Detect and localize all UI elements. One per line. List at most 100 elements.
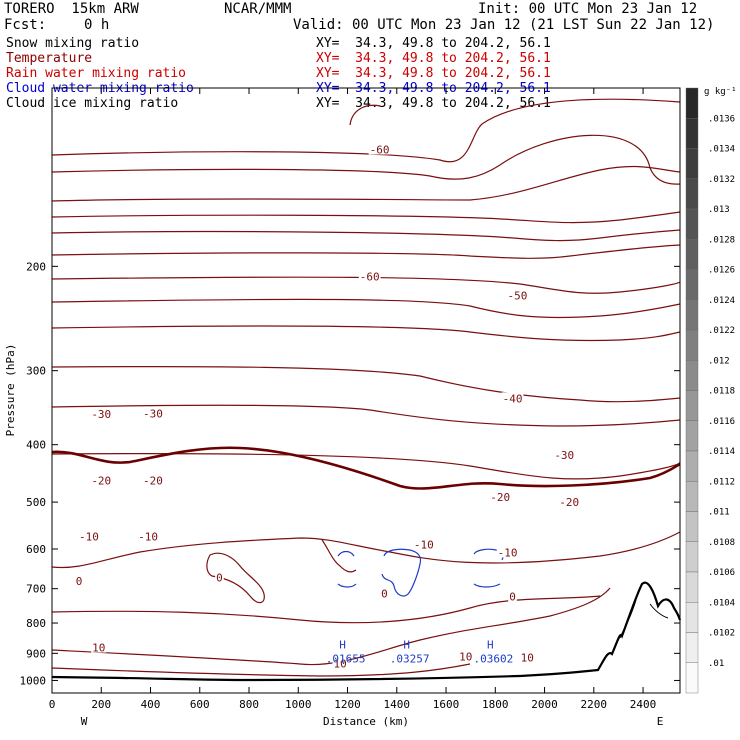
contour-label-bg (489, 490, 512, 502)
x-tick-label: 1800 (482, 698, 509, 711)
colorbar-segment (685, 148, 699, 179)
contour-label-bg (519, 651, 535, 663)
contour-label-bg (368, 143, 391, 155)
y-tick-label: 800 (26, 617, 46, 630)
colorbar-label: .0136 (708, 114, 735, 124)
temperature-contour-label: -10 (498, 546, 518, 559)
y-tick-label: 500 (26, 496, 46, 509)
field-xy-cloud-ice: XY= 34.3, 49.8 to 204.2, 56.1 (316, 96, 551, 111)
temperature-contour-label: -60 (370, 143, 390, 156)
temperature-contour-label: 10 (92, 642, 105, 655)
colorbar-segment (685, 239, 699, 270)
field-label-cloud-ice: Cloud ice mixing ratio (6, 96, 179, 111)
plot-frame (51, 87, 681, 694)
colorbar-segment (685, 662, 699, 694)
x-tick-label: 0 (49, 698, 56, 711)
temperature-contour-labels: -60 -60 -50 -40 -30 -30 -30 -20 -20 -20 -20 -10 -10 -… (74, 143, 581, 671)
y-tick-label: 700 (26, 583, 46, 596)
colorbar-segment (685, 571, 699, 603)
colorbar-unit: g kg⁻¹ (704, 87, 737, 97)
colorbar-label: .0126 (708, 266, 735, 276)
contour-label-bg (380, 587, 389, 599)
y-tick-label: 200 (26, 260, 46, 273)
colorbar-label: .013 (708, 205, 730, 215)
temperature-contour-label: -20 (490, 491, 510, 504)
cloud-water-max-marker: H (339, 639, 346, 652)
forecast-label: Fcst: (4, 17, 47, 33)
colorbar-segment (685, 390, 699, 421)
colorbar-segment (685, 269, 699, 300)
contour-label-bg (508, 590, 517, 602)
colorbar-segment (685, 481, 699, 512)
temperature-contour-label: -20 (143, 475, 163, 488)
contour-label-bg (91, 641, 107, 653)
temperature-contours (51, 98, 681, 677)
contour-label-bg (74, 574, 84, 586)
cloud-water-contours (337, 548, 504, 597)
temperature-contour-label: -50 (508, 290, 528, 303)
x-tick-label: 2200 (581, 698, 608, 711)
colorbar-label: .0114 (708, 447, 735, 457)
temperature-contour-label: -10 (138, 531, 158, 544)
colorbar-segment (685, 178, 699, 210)
contour-label-bg (215, 571, 224, 583)
contour-label-bg (506, 289, 529, 301)
contour-label-bg (90, 407, 113, 419)
colorbar-label: .0106 (708, 568, 735, 578)
colorbar-label: .0134 (708, 145, 735, 155)
colorbar-label: .0118 (708, 387, 735, 397)
cloud-water-max-value: .03257 (390, 653, 430, 666)
temperature-contour-label: -20 (559, 496, 579, 509)
colorbar-label: .0102 (708, 629, 735, 639)
colorbar-segment (685, 420, 699, 452)
contour-label-bg (90, 474, 113, 486)
field-xy-snow: XY= 34.3, 49.8 to 204.2, 56.1 (316, 36, 551, 51)
x-tick-label: 1600 (433, 698, 460, 711)
cloud-water-max-value: .01655 (326, 653, 366, 666)
temperature-contour-label: -40 (503, 392, 523, 405)
contour-label-bg (142, 407, 164, 419)
colorbar-label: .012 (708, 356, 730, 366)
contour-label-bg (501, 392, 524, 404)
colorbar-label: .0132 (708, 175, 735, 185)
temperature-contour-label: 10 (521, 651, 534, 664)
temperature-contour-label: 0 (509, 591, 516, 604)
center-title: NCAR/MMM (224, 1, 292, 17)
temperature-contour-label: 0 (381, 587, 388, 600)
temperature-contour-label: -30 (554, 449, 574, 462)
contour-label-bg (496, 546, 519, 558)
init-time: Init: 00 UTC Mon 23 Jan 12 (478, 1, 698, 17)
terrain-detail (619, 599, 669, 639)
contour-label-bg (358, 270, 381, 282)
colorbar-segment (685, 118, 699, 149)
x-axis: 0 200 400 600 800 1000 1200 1400 1600 1800 2000 220… (49, 88, 656, 711)
colorbar-label: .0122 (708, 326, 735, 336)
colorbar-segment (685, 632, 699, 663)
colorbar-segment (685, 360, 699, 391)
contour-label-bg (458, 650, 474, 662)
field-xy-rain: XY= 34.3, 49.8 to 204.2, 56.1 (316, 66, 551, 81)
field-label-temperature: Temperature (6, 51, 93, 66)
y-tick-label: 300 (26, 365, 46, 378)
colorbar-label: .0128 (708, 235, 735, 245)
colorbar-label: .0116 (708, 417, 735, 427)
x-tick-label: 400 (141, 698, 161, 711)
temperature-contour-label: -10 (79, 531, 99, 544)
contour-label-bg (553, 448, 576, 460)
x-tick-label: 600 (190, 698, 210, 711)
x-tick-label: 800 (239, 698, 259, 711)
x-tick-label: 1200 (334, 698, 361, 711)
temperature-contour-label: 0 (76, 575, 83, 588)
temperature-contour-label: 10 (459, 650, 472, 663)
valid-time: Valid: 00 UTC Mon 23 Jan 12 (21 LST Sun … (293, 17, 715, 33)
cloud-water-max-marker: H (487, 639, 494, 652)
colorbar: .0136 .0134 .0132 .013 .0128 .0126 .0124 .0122.… (685, 87, 735, 694)
x-tick-label: 1400 (384, 698, 411, 711)
x-axis-title: Distance (km) (323, 715, 409, 728)
zero-degree-isotherm (51, 446, 681, 490)
y-axis-title: Pressure (hPa) (4, 344, 17, 437)
contour-label-bg (78, 530, 100, 542)
y-tick-label: 1000 (20, 674, 47, 687)
